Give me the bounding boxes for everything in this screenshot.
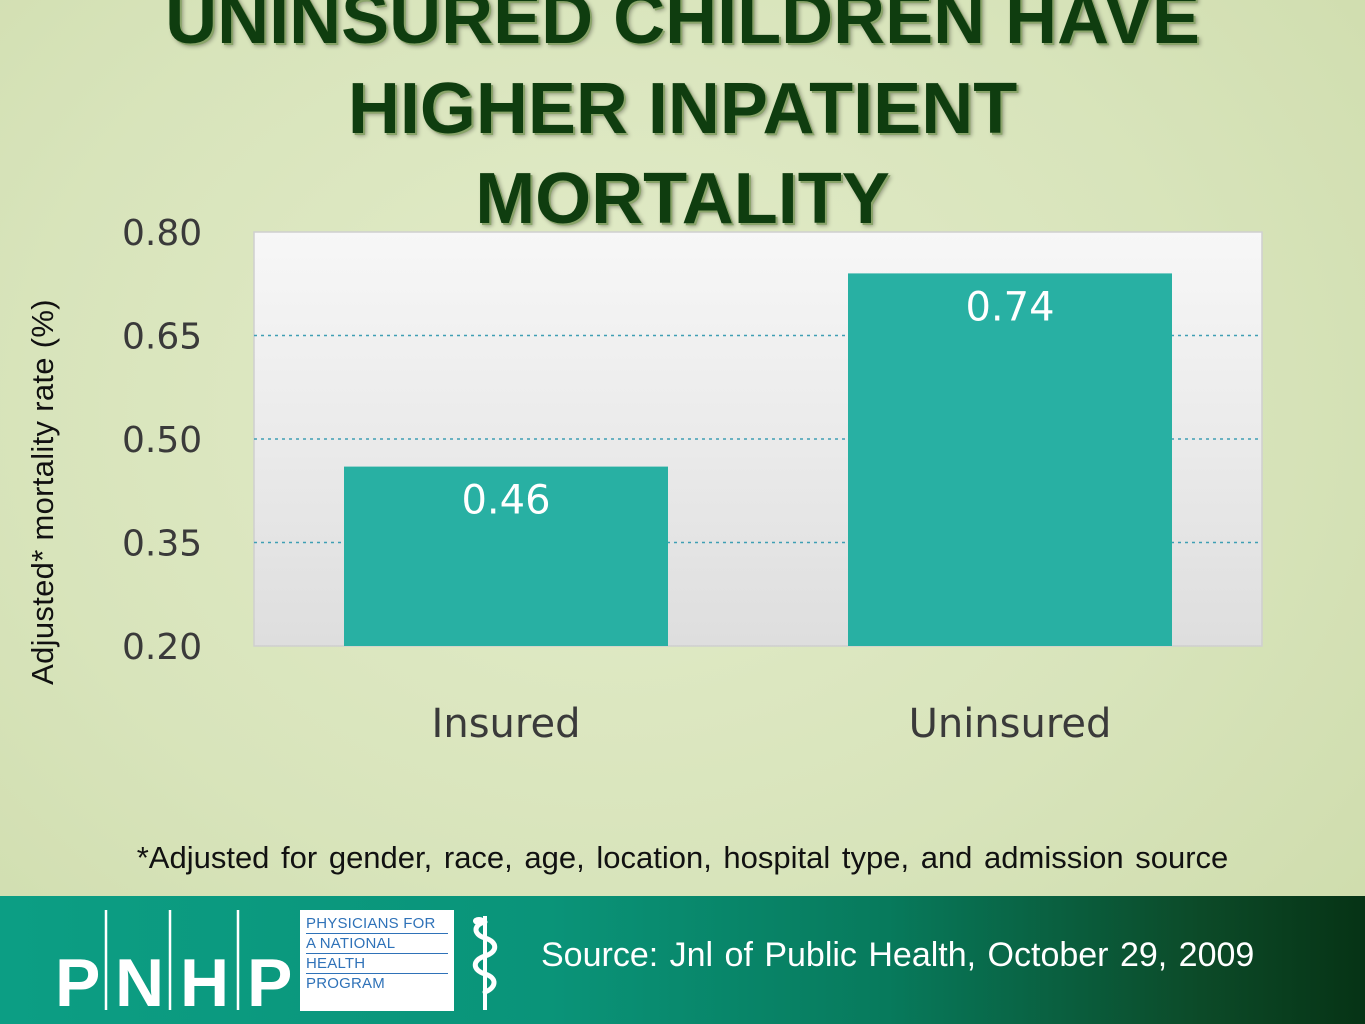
y-tick-label-1: 0.65 [122,317,202,358]
data-label-insured: 0.46 [461,478,550,524]
y-tick-label-3: 0.35 [122,524,202,565]
logo-letter-p1: P [55,945,100,1012]
data-label-uninsured: 0.74 [965,284,1054,330]
logo-letter-p2: P [247,945,292,1012]
y-tick-label-0: 0.80 [122,213,202,254]
logo-letter-h: H [180,945,229,1012]
caduceus-icon [472,916,498,1010]
y-tick-label-4: 0.20 [122,627,202,668]
source-citation: Source: Jnl of Public Health, October 29… [541,936,1255,974]
logo-box-line-1: PHYSICIANS FOR [306,914,448,934]
logo-box-line-3: HEALTH [306,954,448,974]
bar-uninsured [848,273,1172,646]
title-line-1: UNINSURED CHILDREN HAVE [165,0,1200,59]
x-tick-label-insured: Insured [432,701,581,747]
bar-insured [344,466,668,646]
title-line-2: HIGHER INPATIENT [347,69,1018,149]
logo-box-line-4: PROGRAM [306,975,385,992]
logo-letter-n: N [115,945,164,1012]
x-tick-label-uninsured: Uninsured [909,701,1112,747]
slide-title: UNINSURED CHILDREN HAVE HIGHER INPATIENT… [0,0,1365,244]
pnhp-logo: P N H P [55,910,292,1012]
y-tick-label-2: 0.50 [122,420,202,461]
bar-chart: 0.80 0.65 0.50 0.35 0.20 Insured Uninsured 0.… [122,213,1263,747]
title-line-3: MORTALITY [475,159,890,239]
pnhp-name-box: PHYSICIANS FOR A NATIONAL HEALTH PROGRAM [300,910,454,1011]
footer-bar [0,896,1365,1024]
footnote: *Adjusted for gender, race, age, locatio… [136,840,1229,875]
logo-box-line-2: A NATIONAL [306,934,448,954]
